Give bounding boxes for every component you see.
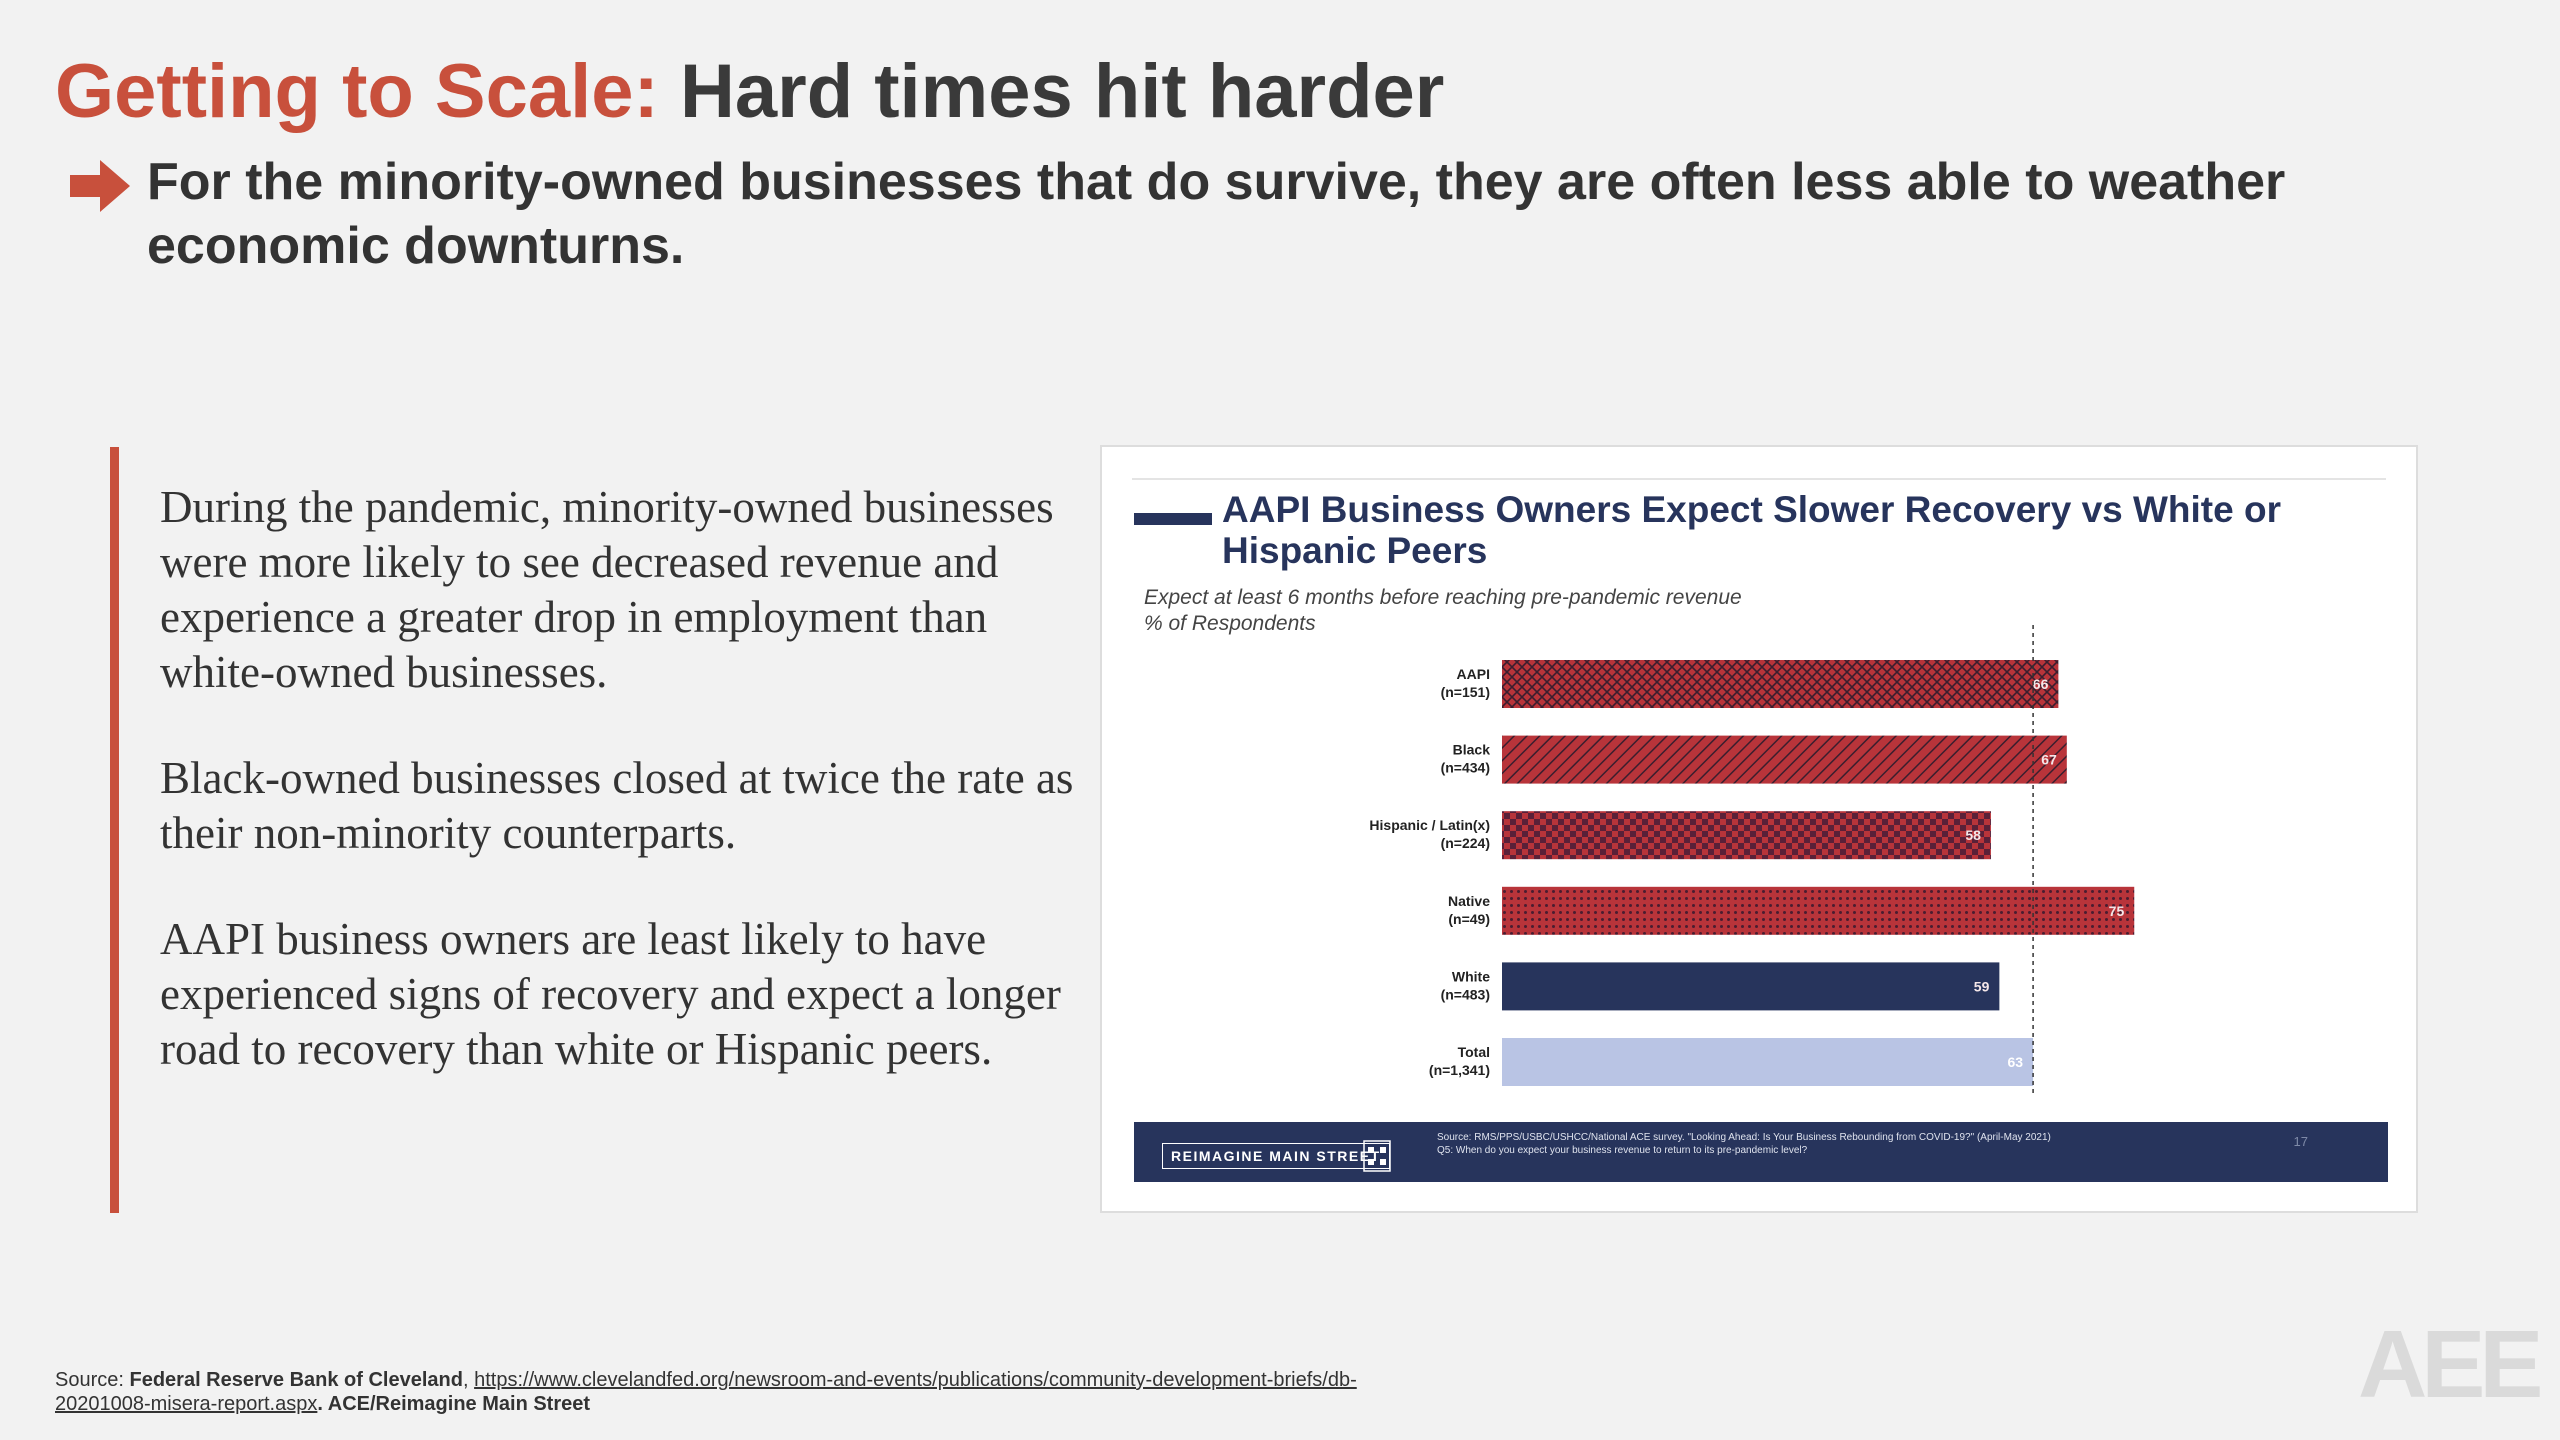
source-label: Source: xyxy=(55,1369,130,1391)
arrow-right-icon xyxy=(70,160,130,212)
accent-bar xyxy=(110,447,119,1213)
bar-2 xyxy=(1502,811,1991,860)
paragraph-3: AAPI business owners are least likely to… xyxy=(160,914,1061,1074)
bullet-text: For the minority-owned businesses that d… xyxy=(147,153,2286,275)
paragraph-2: Black-owned businesses closed at twice t… xyxy=(160,753,1074,858)
bar-4 xyxy=(1502,962,2000,1011)
bar-5 xyxy=(1502,1038,2034,1086)
page-number: 17 xyxy=(2293,1134,2308,1149)
value-label-5: 63 xyxy=(2008,1054,2024,1070)
chart-title-marker xyxy=(1134,513,1212,525)
chart-footer-band: REIMAGINE MAIN STREET Source: RMS/PPS/US… xyxy=(1134,1122,2388,1182)
value-label-4: 59 xyxy=(1974,978,1990,994)
category-label-1: Black xyxy=(1453,742,1491,758)
slide-title: Getting to Scale: Hard times hit harder xyxy=(55,48,1444,135)
bar-0 xyxy=(1502,660,2059,708)
value-label-2: 58 xyxy=(1965,827,1981,843)
chart-source-line-2: Q5: When do you expect your business rev… xyxy=(1437,1145,1808,1156)
chart-subtitle-line: Expect at least 6 months before reaching… xyxy=(1144,586,1742,609)
category-n-4: (n=483) xyxy=(1441,986,1490,1002)
category-label-4: White xyxy=(1452,968,1490,984)
source-citation: Source: Federal Reserve Bank of Clevelan… xyxy=(55,1368,1395,1416)
title-rest: Hard times hit harder xyxy=(679,49,1445,134)
paragraph-1: During the pandemic, minority-owned busi… xyxy=(160,482,1054,697)
category-label-5: Total xyxy=(1458,1044,1490,1060)
chart-source-line-1: Source: RMS/PPS/USBC/USHCC/National ACE … xyxy=(1437,1132,2051,1143)
bar-3 xyxy=(1502,886,2135,935)
value-label-3: 75 xyxy=(2109,903,2125,919)
bar-chart: AAPI (n=151) 66 Black (n=434) 67 Hispanic / La… xyxy=(1369,625,2135,1097)
category-n-2: (n=224) xyxy=(1441,835,1490,851)
category-label-3: Native xyxy=(1448,893,1490,909)
body-text: During the pandemic, minority-owned busi… xyxy=(160,480,1080,1128)
source-link[interactable]: https://www.clevelandfed.org/newsroom-an… xyxy=(55,1369,1357,1415)
source-org: Federal Reserve Bank of Cleveland xyxy=(129,1369,463,1391)
bar-1 xyxy=(1502,735,2067,784)
source-suffix: . ACE/Reimagine Main Street xyxy=(317,1393,591,1415)
aee-logo: AEE xyxy=(2358,1311,2543,1418)
value-label-1: 67 xyxy=(2041,752,2057,768)
chart-source: Source: RMS/PPS/USBC/USHCC/National ACE … xyxy=(1437,1131,2197,1157)
chart-unit-label: % of Respondents xyxy=(1144,612,1316,635)
category-n-5: (n=1,341) xyxy=(1429,1062,1490,1078)
category-n-1: (n=434) xyxy=(1441,760,1490,776)
chart-title: AAPI Business Owners Expect Slower Recov… xyxy=(1222,489,2281,571)
chart-top-rule xyxy=(1132,478,2386,480)
value-label-0: 66 xyxy=(2033,676,2049,692)
source-sep: , xyxy=(462,1369,475,1391)
category-label-0: AAPI xyxy=(1457,666,1490,682)
category-n-0: (n=151) xyxy=(1441,684,1490,700)
storefront-icon xyxy=(1363,1140,1391,1172)
category-n-3: (n=49) xyxy=(1448,911,1490,927)
title-accent: Getting to Scale: xyxy=(55,49,659,134)
chart-card: AAPI Business Owners Expect Slower Recov… xyxy=(1100,445,2418,1213)
chart-subtitle: Expect at least 6 months before reaching… xyxy=(1144,585,1742,637)
category-label-2: Hispanic / Latin(x) xyxy=(1369,817,1490,833)
reimagine-main-street-logo: REIMAGINE MAIN STREET xyxy=(1162,1143,1390,1169)
